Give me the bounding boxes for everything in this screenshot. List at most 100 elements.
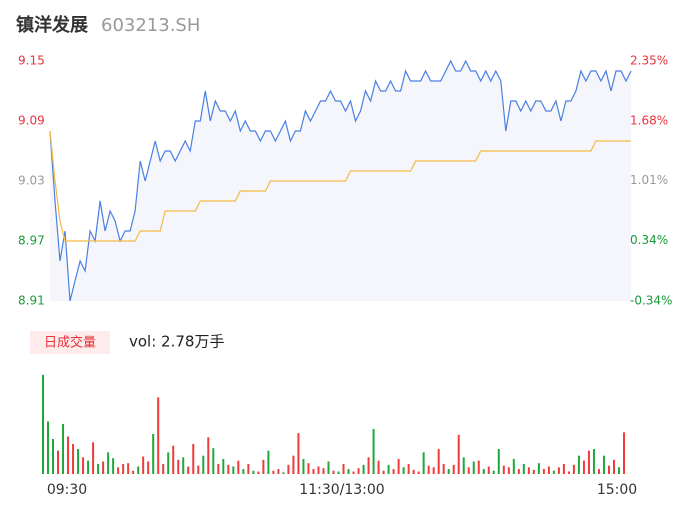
volume-bar [552,470,555,474]
volume-summary: vol: 2.78万手 [129,333,224,351]
y2-tick-label: 2.35% [630,54,668,68]
volume-bar [137,466,140,474]
volume-bar [492,470,495,474]
volume-bar [567,471,570,474]
volume-bar [342,464,345,474]
volume-bar [307,463,310,474]
volume-bar [587,450,590,474]
volume-bar [437,449,440,474]
volume-bar [227,464,230,474]
volume-bar [152,434,155,474]
volume-bar [372,429,375,474]
volume-bar [112,458,115,474]
volume-bar [267,450,270,474]
volume-bar [87,460,90,474]
volume-bar [562,464,565,474]
volume-bar [572,464,575,474]
y-tick-label: 8.91 [18,294,45,308]
volume-bar [477,460,480,474]
volume-bar [117,467,120,474]
volume-bar [467,467,470,474]
volume-bar [317,466,320,474]
volume-bar [577,455,580,474]
volume-bar [182,457,185,474]
volume-bar [42,374,44,474]
volume-bar [377,460,380,474]
volume-bar [612,459,615,474]
volume-bar [417,471,420,474]
volume-bar [312,469,315,474]
average-line [49,130,631,242]
volume-bar [107,452,110,474]
volume-bar [142,456,145,474]
volume-bar [322,468,325,474]
y2-tick-label: 0.34% [630,233,668,247]
volume-bar [332,470,335,474]
volume-label: 日成交量 [44,335,96,351]
volume-bar [427,465,430,474]
volume-bar [382,470,385,474]
volume-bar [517,469,520,474]
price-line [49,59,632,302]
volume-bar [357,468,360,474]
volume-bar [82,457,85,474]
stock-code: 603213.SH [101,15,200,36]
y2-tick-label: 1.68% [630,113,668,127]
volume-label-bg [30,331,110,354]
x-tick-label: 11:30/13:00 [299,482,384,498]
volume-bar [202,455,205,474]
volume-bar [272,470,275,474]
volume-bar [607,465,610,474]
volume-bar [192,444,195,474]
volume-bar [447,469,450,474]
volume-bar [347,469,350,474]
volume-bar [597,469,600,474]
volume-bar [207,437,210,474]
volume-bar [302,459,305,474]
volume-bar [547,466,550,474]
volume-bar [222,459,225,474]
volume-bar [97,464,100,474]
volume-bar [617,467,620,474]
stock-name: 镇洋发展 [16,14,89,36]
volume-bar [102,461,105,474]
volume-bar [177,459,180,474]
volume-bar [512,459,515,474]
volume-bar [412,469,415,474]
volume-bar [127,463,130,474]
volume-bar [392,469,395,474]
volume-bar [522,464,525,474]
volume-bar [147,461,150,474]
volume-bar [257,471,260,474]
volume-bar [602,455,605,474]
volume-bar [462,457,465,474]
volume-bar [482,469,485,474]
volume-bar [157,397,160,474]
volume-bar [337,471,340,474]
y-tick-label: 9.15 [18,54,45,68]
y-tick-label: 9.09 [18,114,45,128]
volume-bar [62,424,65,474]
volume-bar [532,469,535,474]
volume-bar [592,449,595,474]
volume-bar [507,467,510,474]
volume-bar [557,467,560,474]
volume-bar [362,464,365,474]
volume-bar [542,469,545,474]
volume-bar [237,460,240,474]
volume-bar [442,464,445,474]
volume-bar [122,464,125,474]
volume-bar [282,472,285,474]
volume-bar [327,461,330,474]
volume-bar [367,457,370,474]
volume-bar [352,471,355,474]
volume-bar [172,445,175,474]
volume-bar [582,460,585,474]
volume-bar [287,464,290,474]
volume-bar [132,470,135,474]
x-tick-label: 09:30 [47,482,87,498]
volume-bar [497,449,500,474]
volume-bar [212,448,215,474]
volume-bar [262,459,265,474]
